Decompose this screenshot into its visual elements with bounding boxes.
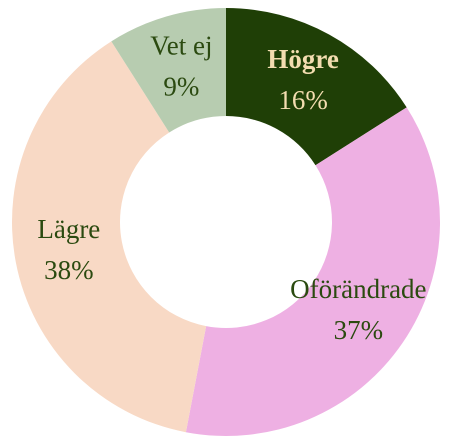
value-label: 37% <box>334 315 384 345</box>
donut-slice <box>185 107 440 436</box>
value-label: 16% <box>278 85 328 115</box>
slice-label: Lägre <box>37 214 100 244</box>
value-label: 9% <box>163 72 199 102</box>
donut-slice <box>12 41 207 433</box>
value-label: 38% <box>44 255 94 285</box>
slice-label: Oförändrade <box>290 274 426 304</box>
donut-slice <box>226 8 407 166</box>
slice-label: Vet ej <box>150 31 212 61</box>
slice-label: Högre <box>267 44 338 74</box>
donut-slice <box>111 8 226 133</box>
